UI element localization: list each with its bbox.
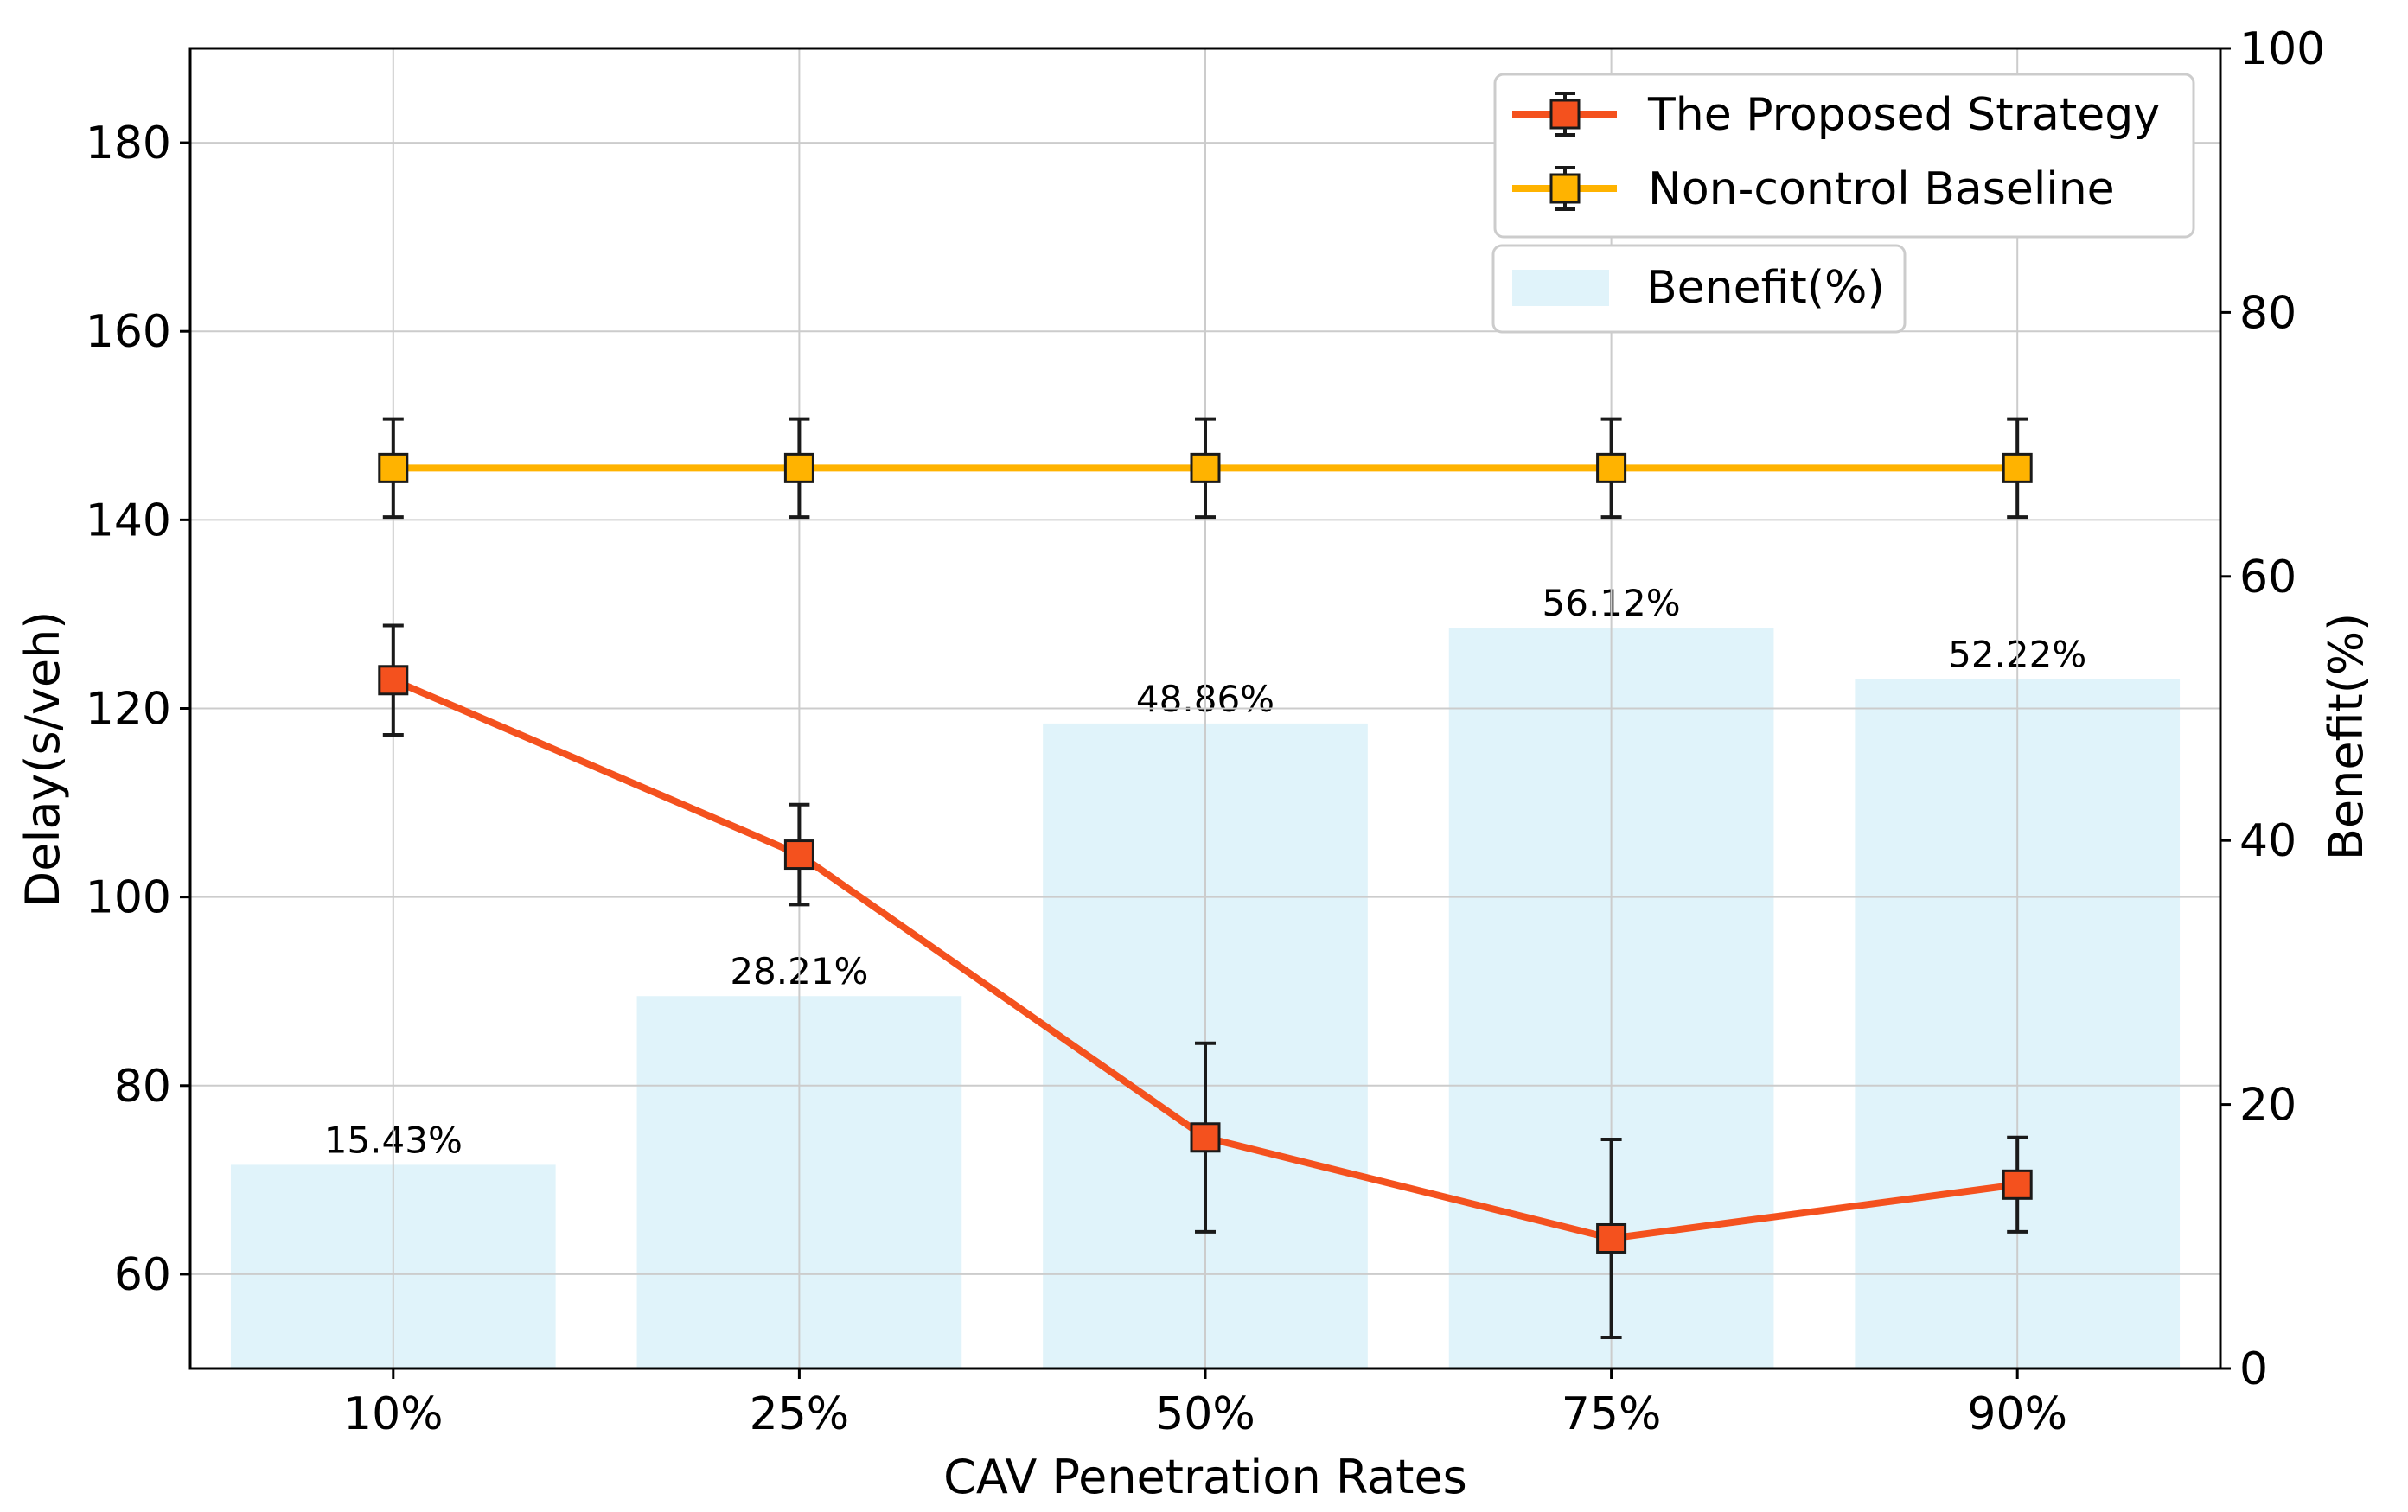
legend-bars: Benefit(%) (1491, 244, 1907, 334)
series-marker (1596, 452, 1627, 483)
series-marker (783, 839, 814, 871)
y-right-tick-label: 100 (2239, 23, 2325, 75)
series-marker (378, 452, 409, 483)
x-axis-label: CAV Penetration Rates (943, 1450, 1467, 1504)
legend-label-baseline: Non-control Baseline (1648, 163, 2115, 215)
legend-swatch-benefit (1512, 270, 1609, 306)
y-right-tick-label: 20 (2239, 1080, 2296, 1132)
series-marker (783, 452, 814, 483)
series-marker (2002, 1169, 2033, 1200)
lines-layer (378, 417, 2033, 1340)
y-left-tick-label: 80 (114, 1061, 171, 1113)
x-tick-label: 90% (1967, 1388, 2067, 1440)
y-left-tick-label: 140 (86, 494, 171, 546)
x-tick-label: 75% (1562, 1388, 1662, 1440)
legend-label-benefit: Benefit(%) (1646, 262, 1885, 314)
x-tick-label: 25% (750, 1388, 850, 1440)
series-marker (1190, 1122, 1221, 1153)
y-left-tick-label: 100 (86, 872, 171, 924)
x-tick-label: 10% (343, 1388, 444, 1440)
legend-lines: The Proposed Strategy Non-control Baseli… (1493, 73, 2195, 239)
series-marker (1190, 452, 1221, 483)
y-left-tick-label: 180 (86, 118, 171, 169)
y-left-tick-label: 160 (86, 306, 171, 358)
y-right-tick-label: 60 (2239, 552, 2296, 603)
y-right-tick-label: 40 (2239, 815, 2296, 867)
legend-item-baseline: Non-control Baseline (1512, 163, 2115, 215)
ticks-layer: 60 80 100 120 140 160 180 0 20 40 60 80 100 10% 25% 50%… (86, 23, 2326, 1440)
series-marker (1596, 1222, 1627, 1254)
y-right-tick-label: 0 (2239, 1343, 2268, 1395)
y-axis-left-label: Delay(s/veh) (16, 611, 70, 908)
legend-marker-proposed (1549, 99, 1581, 130)
series-marker (378, 665, 409, 696)
legend-marker-baseline (1549, 173, 1581, 204)
y-axis-right-label: Benefit(%) (2319, 613, 2373, 860)
y-left-tick-label: 60 (114, 1249, 171, 1301)
y-left-tick-label: 120 (86, 684, 171, 736)
legend-item-proposed: The Proposed Strategy (1512, 89, 2160, 141)
legend-label-proposed: The Proposed Strategy (1647, 89, 2160, 141)
x-tick-label: 50% (1155, 1388, 1255, 1440)
series-marker (2002, 452, 2033, 483)
y-right-tick-label: 80 (2239, 287, 2296, 339)
